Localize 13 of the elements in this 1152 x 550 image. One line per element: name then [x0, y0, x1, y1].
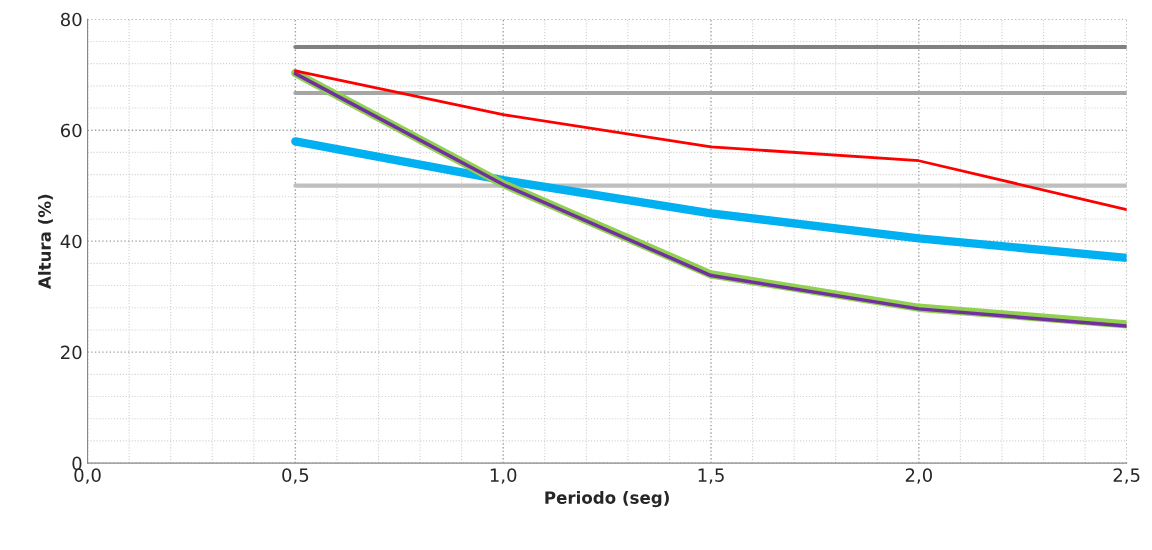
- y-axis-title: Altura (%): [38, 194, 53, 289]
- x-tick-label: 0,0: [74, 468, 101, 484]
- y-tick-label: 0: [72, 456, 82, 471]
- x-tick-label: 1,5: [698, 468, 724, 484]
- y-tick-label: 60: [60, 123, 82, 138]
- y-tick-label: 80: [60, 12, 82, 27]
- x-tick-label: 2,5: [1113, 468, 1140, 484]
- y-tick-label: 40: [60, 234, 82, 249]
- y-tick-label: 20: [61, 345, 82, 360]
- x-tick-label: 2,0: [905, 468, 932, 484]
- x-axis-title: Periodo (seg): [545, 490, 669, 508]
- x-tick-label: 1,0: [490, 468, 517, 484]
- x-tick-label: 0,5: [282, 468, 309, 484]
